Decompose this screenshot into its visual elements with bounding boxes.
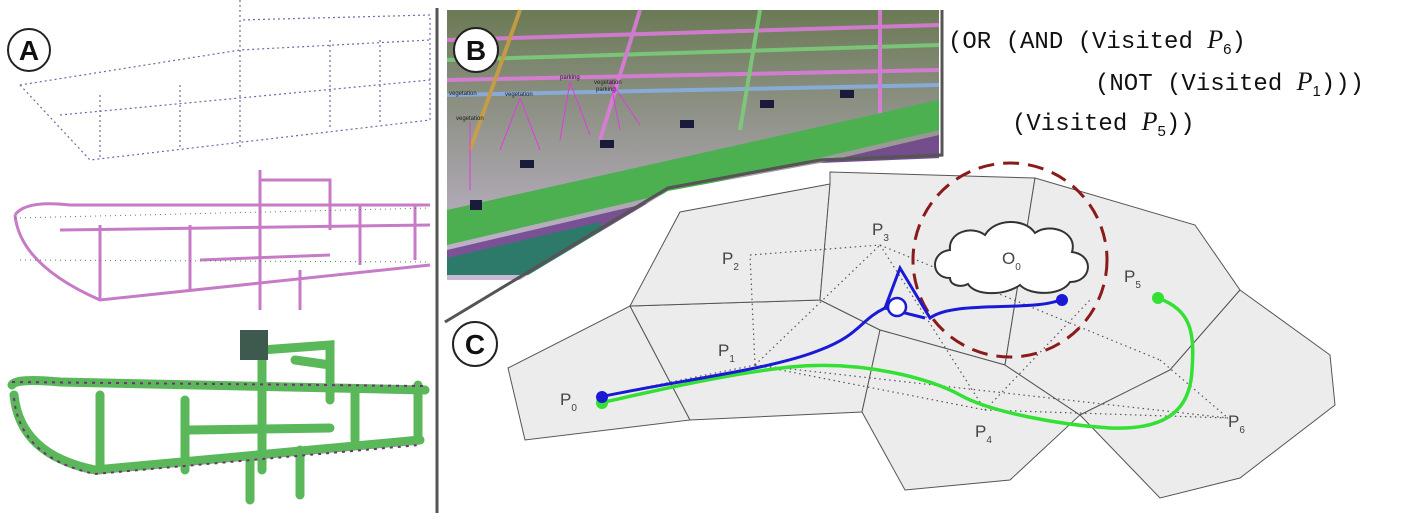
green-path (599, 296, 1195, 430)
node-label-p0: P0 (560, 390, 577, 414)
panel-a-sparse-map (19, 0, 431, 161)
formula-line-2: (NOT (Visited P1))) (1095, 67, 1364, 100)
node-label-p6: P6 (1228, 412, 1245, 436)
panel-a-dense-map-edges (11, 381, 426, 476)
panel-b-label-badge (453, 27, 499, 73)
node-label-p5: P5 (1124, 267, 1141, 291)
panel-b-c-separator-line (444, 10, 944, 324)
blue-path-start-dot (596, 391, 608, 403)
panel-a-label: A (19, 35, 39, 66)
node-label-p4: P4 (975, 422, 992, 446)
green-path-end-dot (1152, 292, 1164, 304)
node-labels: P0 P1 P2 P3 P4 P5 P6 O0 (560, 220, 1245, 446)
panel-b-main-road (447, 100, 939, 245)
panel-b-semantic-links (469, 79, 641, 190)
obstacle-radius-circle (911, 161, 1109, 359)
panel-b-label-vegetation-3: vegetation (456, 116, 484, 122)
panel-b-objects (470, 90, 854, 210)
ltl-formula: (OR (AND (Visited P6) (NOT (Visited P1))… (948, 25, 1364, 140)
obstacle-cloud (934, 221, 1089, 295)
obstacle-label-o0: O0 (1002, 249, 1021, 273)
panel-a-dense-map (7, 330, 430, 505)
panel-c-label-badge (452, 321, 498, 367)
node-label-p3: P3 (872, 220, 889, 244)
panel-b-label-vegetation-1: vegetation (505, 92, 533, 98)
panel-b-label-vegetation-left: vegetation (449, 91, 477, 97)
panel-b-far-streets (446, 9, 940, 151)
node-label-p2: P2 (722, 249, 739, 273)
formula-line-3: (Visited P5)) (1012, 107, 1195, 140)
panel-b-label-vegetation-2: vegetation (594, 80, 622, 86)
node-label-p1: P1 (718, 341, 735, 365)
blue-path-robot-marker (886, 296, 908, 318)
blue-path (599, 264, 1061, 399)
panel-b-label-parking-2: parking (596, 87, 616, 93)
panel-c-label: C (465, 329, 485, 360)
blue-path-end-dot (1056, 294, 1068, 306)
formula-line-1: (OR (AND (Visited P6) (948, 25, 1246, 58)
panel-a-label-badge (7, 28, 51, 72)
panel-a-dense-block (240, 330, 268, 360)
panel-b-label-parking-1: parking (560, 75, 580, 81)
panel-a-medium-map (13, 170, 431, 310)
panel-c-voronoi-cells (507, 171, 1336, 499)
panel-a (7, 0, 431, 505)
panel-b-label: B (466, 35, 486, 66)
panel-a-medium-map-noise (14, 207, 431, 263)
panel-c (507, 161, 1336, 499)
